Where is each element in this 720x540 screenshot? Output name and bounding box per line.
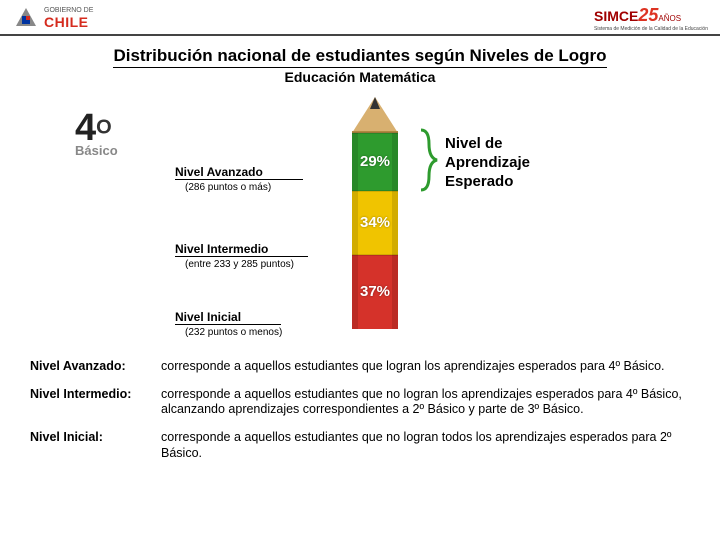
simce-25: 25 — [638, 5, 658, 25]
def-desc: corresponde a aquellos estudiantes que n… — [161, 430, 690, 461]
level-label: Nivel Avanzado (286 puntos o más) — [175, 163, 375, 193]
gov-label: CHILE — [44, 14, 93, 30]
level-name: Nivel Avanzado — [175, 165, 303, 180]
level-label: Nivel Intermedio (entre 233 y 285 puntos) — [175, 240, 375, 270]
chart-area: 4O Básico 29%34%37% Nivel Avanzado(286 p… — [40, 93, 680, 353]
gov-label-small: GOBIERNO DE — [44, 7, 93, 14]
def-term: Nivel Avanzado: — [30, 359, 155, 375]
level-name: Nivel Intermedio — [175, 242, 308, 257]
title-area: Distribución nacional de estudiantes seg… — [30, 46, 690, 85]
simce-logo: SIMCE25AÑOS Sistema de Medición de la Ca… — [594, 5, 708, 32]
level-points: (entre 233 y 285 puntos) — [185, 259, 375, 270]
level-name: Nivel Inicial — [175, 310, 281, 325]
expected-learning-label: Nivel de Aprendizaje Esperado — [445, 135, 530, 191]
level-points: (232 puntos o menos) — [185, 327, 375, 338]
simce-anos: AÑOS — [658, 14, 681, 23]
pencil-chart: 29%34%37% — [350, 97, 400, 336]
def-term: Nivel Inicial: — [30, 430, 155, 461]
simce-text: SIMCE — [594, 8, 638, 24]
brace-svg — [415, 128, 439, 192]
pencil-pct-intermedio: 34% — [350, 214, 400, 231]
expected-l3: Esperado — [445, 173, 530, 192]
main-title: Distribución nacional de estudiantes seg… — [113, 46, 606, 68]
pencil-pct-inicial: 37% — [350, 283, 400, 300]
def-desc: corresponde a aquellos estudiantes que n… — [161, 387, 690, 418]
chile-coat-icon — [12, 4, 40, 32]
slide-header: GOBIERNO DE CHILE SIMCE25AÑOS Sistema de… — [0, 0, 720, 36]
grade-label: Básico — [75, 143, 118, 158]
def-term: Nivel Intermedio: — [30, 387, 155, 418]
level-points: (286 puntos o más) — [185, 182, 375, 193]
grade-sup: O — [96, 117, 112, 139]
level-label: Nivel Inicial (232 puntos o menos) — [175, 308, 375, 338]
simce-sub: Sistema de Medición de la Calidad de la … — [594, 26, 708, 32]
brace-icon — [415, 128, 439, 197]
def-desc: corresponde a aquellos estudiantes que l… — [161, 359, 690, 375]
expected-l2: Aprendizaje — [445, 154, 530, 173]
gov-chile-logo: GOBIERNO DE CHILE — [12, 4, 93, 32]
definitions-list: Nivel Avanzado: corresponde a aquellos e… — [30, 359, 690, 461]
subtitle: Educación Matemática — [30, 69, 690, 85]
expected-l1: Nivel de — [445, 135, 530, 154]
grade-badge: 4O Básico — [75, 113, 118, 158]
